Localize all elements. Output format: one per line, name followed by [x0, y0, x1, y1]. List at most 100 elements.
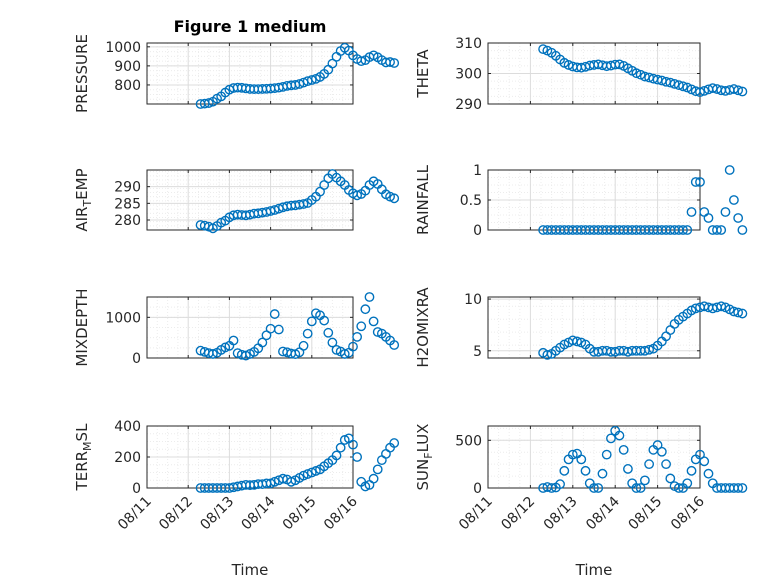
data-point	[733, 85, 744, 96]
y-tick-label: 310	[455, 36, 482, 52]
x-tick-label: 08/14	[583, 493, 623, 533]
chart-title: Figure 1 medium	[174, 17, 327, 36]
data-point	[695, 449, 705, 460]
data-point	[339, 349, 350, 359]
y-tick-label: 900	[114, 59, 141, 75]
data-point	[319, 315, 330, 326]
y-axis-label: MIXDEPTH	[73, 288, 91, 366]
data-point	[673, 483, 684, 493]
data-point	[614, 430, 625, 441]
data-point	[542, 349, 553, 360]
data-point	[352, 452, 363, 462]
y-axis-label: THETA	[414, 49, 432, 99]
subplot-rainfall: 0 0.5 1 RAINFALL	[414, 163, 748, 239]
data-point	[546, 483, 557, 493]
data-point	[669, 78, 680, 89]
data-point	[703, 213, 714, 223]
data-point	[635, 483, 646, 493]
data-point	[652, 440, 663, 450]
data-point	[364, 292, 375, 302]
x-tick-label: 08/13	[197, 494, 237, 534]
y-tick-label: 1000	[105, 310, 141, 326]
data-point	[203, 98, 214, 108]
data-point	[389, 58, 400, 68]
data-point	[686, 465, 697, 476]
x-tick-label: 08/11	[456, 494, 496, 534]
y-axis-label: RAINFALL	[414, 164, 432, 235]
y-tick-label: 280	[114, 213, 141, 229]
subplot-sun-flux: 0 500 SUNFLUX 08/11 08/12 08/13 08/14 08/15 08/1…	[414, 424, 748, 579]
data-point	[639, 475, 650, 486]
y-tick-label: 0	[473, 223, 482, 239]
data-point	[356, 321, 367, 332]
data-point	[389, 438, 400, 448]
data-point	[656, 446, 667, 457]
data-point	[678, 81, 688, 92]
subplot-h2omixra: 5 10 H2OMIXRA	[414, 287, 748, 368]
x-axis-label: Time	[231, 561, 269, 579]
x-tick-label: 08/11	[115, 494, 155, 534]
y-tick-label: 0	[132, 351, 141, 367]
data-point	[729, 84, 739, 94]
data-point	[665, 473, 676, 484]
data-point	[682, 478, 693, 489]
x-axis-label: Time	[575, 561, 613, 579]
data-point	[538, 44, 549, 54]
data-point	[385, 57, 395, 67]
data-point	[699, 456, 710, 467]
data-point	[327, 58, 338, 69]
data-point	[720, 207, 731, 217]
data-point	[372, 464, 383, 475]
data-point	[589, 483, 599, 493]
x-tick-label: 08/13	[541, 494, 581, 534]
y-tick-label: 400	[114, 419, 141, 435]
data-point	[356, 56, 367, 67]
data-point	[368, 316, 379, 327]
data-point	[323, 327, 334, 338]
y-tick-label: 300	[455, 67, 482, 83]
data-point	[327, 337, 338, 348]
data-point	[673, 80, 684, 90]
data-point	[298, 199, 309, 209]
data-point	[335, 442, 346, 453]
axes-frame	[487, 42, 701, 105]
data-point	[389, 193, 400, 204]
y-tick-label: 10	[464, 292, 482, 308]
data-point	[699, 85, 710, 96]
x-tick-label: 08/16	[668, 493, 708, 533]
data-point	[737, 225, 748, 235]
y-axis-label: TERRMSL	[73, 423, 94, 492]
y-axis-label: H2OMIXRA	[414, 287, 432, 368]
data-point	[737, 483, 748, 493]
y-tick-label: 290	[114, 180, 141, 196]
data-point	[737, 308, 748, 319]
y-tick-label: 285	[114, 196, 141, 212]
data-point	[682, 225, 693, 235]
data-point	[273, 324, 284, 335]
data-point	[665, 77, 676, 88]
data-point	[733, 483, 744, 493]
data-point	[352, 331, 363, 342]
data-point	[695, 87, 705, 98]
data-point	[690, 177, 701, 187]
data-point	[360, 304, 371, 315]
y-tick-label: 800	[114, 78, 141, 94]
data-point	[572, 336, 582, 347]
data-point	[306, 75, 317, 85]
data-point	[555, 479, 565, 490]
data-point	[278, 473, 288, 484]
x-tick-label: 08/15	[626, 494, 666, 534]
data-point	[686, 207, 697, 217]
y-tick-label: 5	[473, 344, 482, 360]
data-point	[644, 459, 655, 470]
data-point	[331, 450, 342, 461]
subplot-theta: 290 300 310 THETA	[414, 36, 748, 113]
data-point	[576, 454, 587, 465]
data-point	[716, 301, 727, 312]
x-tick-label: 08/14	[239, 493, 279, 533]
subplot-terr-msl: 0 200 400 TERRMSL 08/11 08/12 08/13 08/14 08/15 0…	[73, 419, 400, 579]
data-point	[348, 341, 358, 352]
data-point	[302, 328, 313, 339]
